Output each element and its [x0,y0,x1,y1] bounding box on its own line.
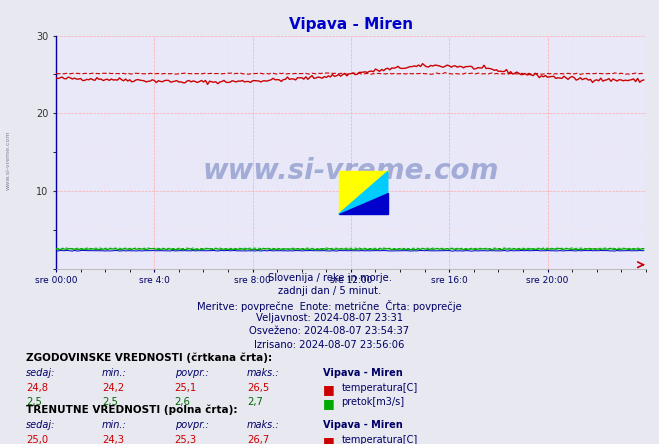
Text: www.si-vreme.com: www.si-vreme.com [203,157,499,185]
Text: Izrisano: 2024-08-07 23:56:06: Izrisano: 2024-08-07 23:56:06 [254,340,405,350]
Text: www.si-vreme.com: www.si-vreme.com [5,130,11,190]
Text: Meritve: povprečne  Enote: metrične  Črta: povprečje: Meritve: povprečne Enote: metrične Črta:… [197,300,462,312]
Text: povpr.:: povpr.: [175,420,208,430]
Text: 2,7: 2,7 [247,397,263,407]
Text: Slovenija / reke in morje.: Slovenija / reke in morje. [268,273,391,283]
Text: ZGODOVINSKE VREDNOSTI (črtkana črta):: ZGODOVINSKE VREDNOSTI (črtkana črta): [26,353,272,364]
Text: ■: ■ [323,435,335,444]
Text: maks.:: maks.: [247,420,280,430]
Text: min.:: min.: [102,420,127,430]
Text: 2,5: 2,5 [102,397,118,407]
Text: zadnji dan / 5 minut.: zadnji dan / 5 minut. [278,286,381,297]
Text: ■: ■ [323,397,335,410]
Text: 26,7: 26,7 [247,435,270,444]
Text: 2,5: 2,5 [26,397,42,407]
Text: TRENUTNE VREDNOSTI (polna črta):: TRENUTNE VREDNOSTI (polna črta): [26,405,238,416]
Polygon shape [339,193,387,214]
Text: min.:: min.: [102,368,127,378]
Text: 26,5: 26,5 [247,383,270,393]
Polygon shape [339,171,387,214]
Text: sedaj:: sedaj: [26,368,56,378]
Text: Veljavnost: 2024-08-07 23:31: Veljavnost: 2024-08-07 23:31 [256,313,403,323]
Text: 24,3: 24,3 [102,435,124,444]
Text: 2,6: 2,6 [175,397,190,407]
Text: 25,0: 25,0 [26,435,49,444]
Text: 25,1: 25,1 [175,383,197,393]
Polygon shape [339,171,387,214]
Text: 25,3: 25,3 [175,435,197,444]
Text: ■: ■ [323,383,335,396]
Text: 24,2: 24,2 [102,383,125,393]
Text: maks.:: maks.: [247,368,280,378]
Text: Vipava - Miren: Vipava - Miren [323,420,403,430]
Text: Vipava - Miren: Vipava - Miren [323,368,403,378]
Text: sedaj:: sedaj: [26,420,56,430]
Text: Osveženo: 2024-08-07 23:54:37: Osveženo: 2024-08-07 23:54:37 [250,326,409,337]
Text: 24,8: 24,8 [26,383,48,393]
Title: Vipava - Miren: Vipava - Miren [289,16,413,32]
Text: povpr.:: povpr.: [175,368,208,378]
Text: pretok[m3/s]: pretok[m3/s] [341,397,405,407]
Text: temperatura[C]: temperatura[C] [341,383,418,393]
Text: temperatura[C]: temperatura[C] [341,435,418,444]
